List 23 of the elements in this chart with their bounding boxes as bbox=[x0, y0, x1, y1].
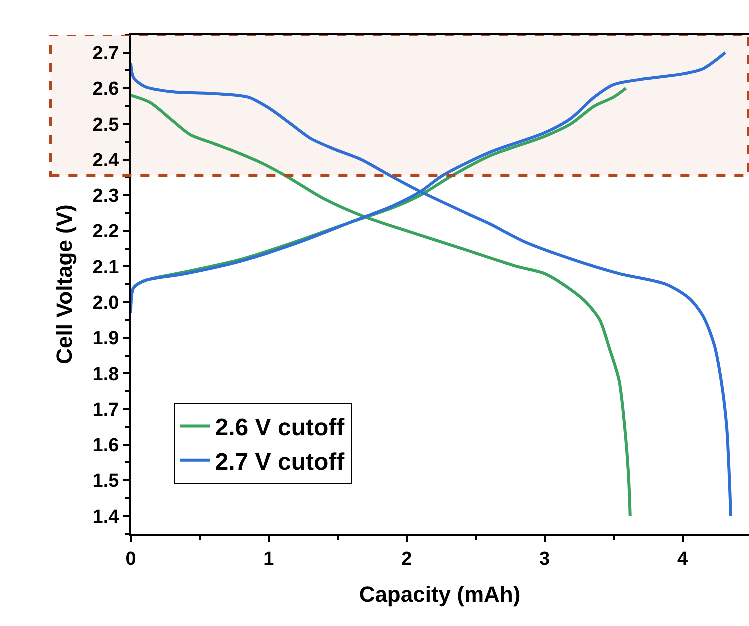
x-tick-label: 4 bbox=[678, 548, 688, 570]
x-axis-title: Capacity (mAh) bbox=[359, 582, 521, 608]
y-tick-label: 2.7 bbox=[92, 43, 120, 64]
y-tick-label: 1.9 bbox=[92, 328, 120, 350]
x-tick-label: 0 bbox=[126, 548, 136, 570]
y-tick-label: 2.4 bbox=[92, 150, 120, 172]
y-tick-label: 2.0 bbox=[92, 292, 120, 314]
y-tick-label: 2.1 bbox=[92, 257, 120, 278]
legend-label: 2.6 V cutoff bbox=[215, 414, 346, 442]
y-tick-label: 2.2 bbox=[92, 222, 120, 243]
y-tick-label: 1.6 bbox=[92, 436, 120, 457]
y-tick-label: 1.5 bbox=[92, 471, 120, 492]
y-tick-label: 2.6 bbox=[92, 79, 120, 100]
y-axis-title: Cell Voltage (V) bbox=[52, 204, 78, 364]
y-tick-label: 2.5 bbox=[92, 114, 120, 136]
y-tick-label: 1.7 bbox=[92, 400, 120, 421]
y-tick-label: 2.3 bbox=[92, 186, 120, 208]
x-tick-label: 2 bbox=[402, 548, 412, 570]
y-tick-label: 1.8 bbox=[92, 364, 120, 386]
legend-label: 2.7 V cutoff bbox=[215, 448, 346, 476]
x-tick-label: 3 bbox=[540, 548, 550, 570]
x-tick-label: 1 bbox=[264, 548, 275, 570]
y-tick-label: 1.4 bbox=[92, 506, 120, 528]
